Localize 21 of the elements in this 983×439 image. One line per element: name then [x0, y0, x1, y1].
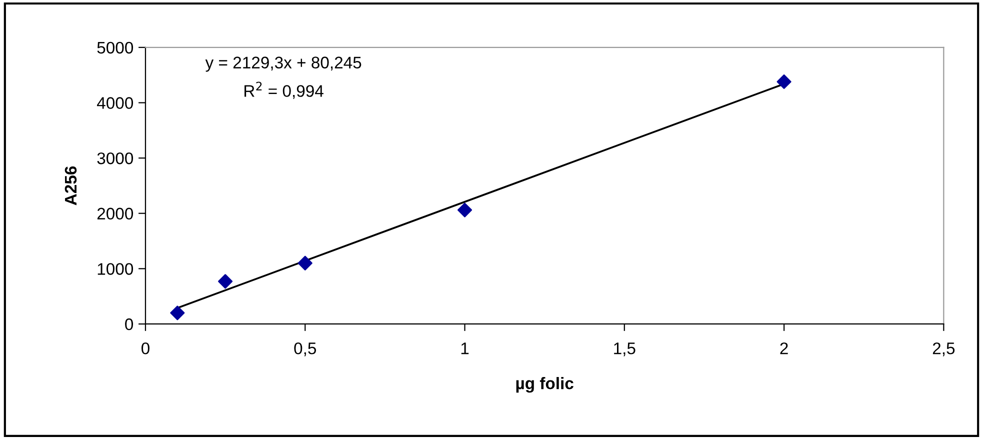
y-tick-label: 2000: [97, 208, 134, 220]
annotation: R$^{2}$ = 0,994: [244, 82, 324, 99]
x-tick-label: 2: [780, 342, 788, 354]
point: [298, 256, 312, 270]
point: [170, 306, 185, 320]
annotation: y = 2129,3x + 80,245: [205, 56, 362, 72]
x-tick-label: 0,5: [294, 342, 316, 356]
y-tick-label: 5000: [97, 42, 134, 54]
point: [218, 274, 233, 289]
point: [776, 74, 792, 89]
point: [457, 202, 472, 218]
x-axis-title: µg folic: [516, 377, 574, 393]
y-tick-label: 3000: [97, 152, 134, 164]
x-tick-label: 2,5: [932, 342, 955, 356]
y-axis-title: A256: [64, 166, 77, 206]
x-tick-label: 1,5: [614, 342, 636, 356]
y-tick-label: 0: [125, 318, 134, 330]
y-tick-label: 1000: [98, 263, 134, 275]
x-tick-label: 1: [461, 342, 469, 354]
x-tick-label: 0: [142, 342, 150, 354]
y-tick-label: 4000: [96, 97, 134, 109]
